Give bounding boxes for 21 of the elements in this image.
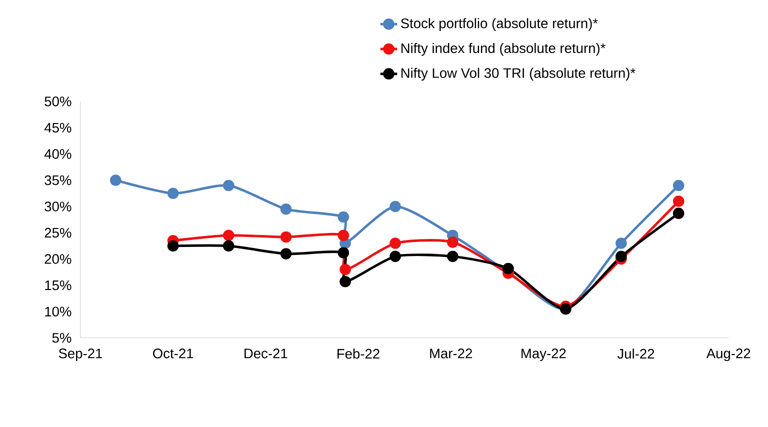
y-tick-label: 25% <box>44 228 72 238</box>
x-tick-label: Dec-21 <box>244 348 288 358</box>
legend-label: Nifty index fund (absolute return)* <box>401 42 606 56</box>
legend-label: Nifty Low Vol 30 TRI (absolute return)* <box>401 68 636 80</box>
x-tick-label: Mar-22 <box>430 348 472 358</box>
x-tick-label: Aug-22 <box>706 348 750 361</box>
y-tick-label: 45% <box>44 122 72 132</box>
x-tick-label: Oct-21 <box>153 348 194 358</box>
x-tick-label: Jul-22 <box>617 348 654 358</box>
y-tick-label: 15% <box>45 280 72 290</box>
x-tick-label: Feb-22 <box>338 348 380 358</box>
y-tick-label: 30% <box>44 201 72 212</box>
y-tick-label: 5% <box>52 332 72 342</box>
x-tick-label: Sep-21 <box>58 348 102 361</box>
legend-label: Stock portfolio (absolute return)* <box>400 18 598 31</box>
y-tick-label: 50% <box>44 96 72 106</box>
y-tick-label: 10% <box>45 306 72 316</box>
y-tick-label: 40% <box>44 148 72 159</box>
y-tick-label: 20% <box>44 254 72 264</box>
y-tick-label: 35% <box>44 175 72 185</box>
x-tick-label: May-22 <box>522 348 566 361</box>
